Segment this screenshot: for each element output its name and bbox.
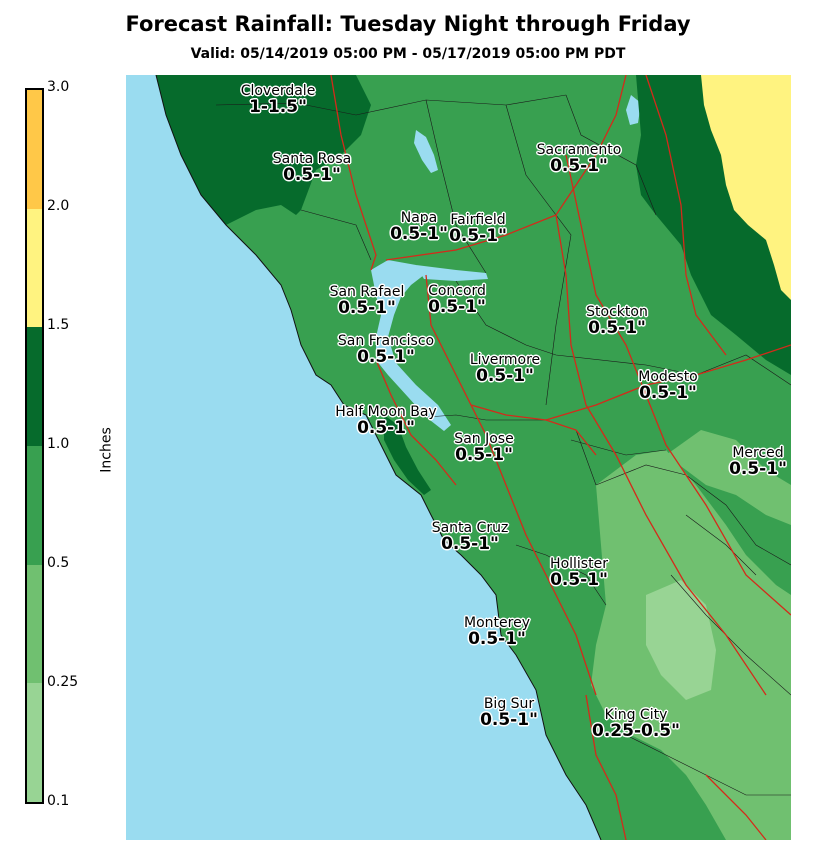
rain-zone-1-1.5-santa-cruz-mtns xyxy=(384,415,431,495)
city-label-san-jose: San Jose 0.5-1" xyxy=(454,431,513,464)
city-label-cloverdale: Cloverdale 1-1.5" xyxy=(241,83,316,116)
city-name: Napa xyxy=(400,210,438,226)
city-name: Livermore xyxy=(469,352,541,368)
city-rainfall-value: 0.5-1" xyxy=(283,165,341,185)
colorbar-tick: 2.0 xyxy=(47,198,70,214)
colorbar-tick: 3.0 xyxy=(47,79,70,95)
city-name: Merced xyxy=(732,445,784,461)
colorbar-segment-0.25-0.5 xyxy=(27,565,42,683)
city-rainfall-value: 0.5-1" xyxy=(428,297,486,317)
colorbar-segment-1.5-2 xyxy=(27,209,42,327)
rain-zone-0.1-0.25 xyxy=(646,580,716,700)
city-label-santa-rosa: Santa Rosa 0.5-1" xyxy=(273,151,351,184)
city-label-monterey: Monterey 0.5-1" xyxy=(464,615,530,648)
city-name: Concord xyxy=(428,283,486,299)
city-name: San Jose xyxy=(454,431,514,447)
suisun-bay xyxy=(416,265,488,281)
colorbar-tick: 1.0 xyxy=(47,436,70,452)
city-rainfall-value: 0.5-1" xyxy=(550,570,608,590)
city-name: Santa Cruz xyxy=(431,520,509,536)
highways xyxy=(330,75,791,840)
city-name: Monterey xyxy=(464,615,530,631)
city-name: Fairfield xyxy=(450,212,506,228)
city-rainfall-value: 1-1.5" xyxy=(249,97,307,117)
city-name: Hollister xyxy=(550,556,608,572)
city-rainfall-value: 0.5-1" xyxy=(441,534,499,554)
map-subtitle: Valid: 05/14/2019 05:00 PM - 05/17/2019 … xyxy=(190,46,626,62)
city-name: Half Moon Bay xyxy=(335,404,437,420)
city-label-santa-cruz: Santa Cruz 0.5-1" xyxy=(432,520,509,553)
lake-berryessa xyxy=(414,130,438,173)
city-rainfall-value: 0.5-1" xyxy=(729,459,787,479)
city-rainfall-value: 0.5-1" xyxy=(455,445,513,465)
city-rainfall-value: 0.5-1" xyxy=(550,156,608,176)
city-rainfall-value: 0.5-1" xyxy=(639,383,697,403)
rainfall-map xyxy=(126,75,791,840)
city-rainfall-value: 0.5-1" xyxy=(449,226,507,246)
colorbar-tick: 0.5 xyxy=(47,555,70,571)
city-label-modesto: Modesto 0.5-1" xyxy=(638,369,698,402)
city-label-sacramento: Sacramento 0.5-1" xyxy=(537,142,622,175)
city-label-livermore: Livermore 0.5-1" xyxy=(470,352,540,385)
city-name: Stockton xyxy=(586,304,648,320)
colorbar-tick: 0.25 xyxy=(47,674,79,690)
city-label-hollister: Hollister 0.5-1" xyxy=(550,556,608,589)
folsom-lake xyxy=(626,95,641,125)
city-rainfall-value: 0.25-0.5" xyxy=(592,721,680,741)
city-rainfall-value: 0.5-1" xyxy=(390,224,448,244)
colorbar-segment-0.5-1 xyxy=(27,446,42,565)
city-name: Big Sur xyxy=(483,696,535,712)
city-name: San Francisco xyxy=(337,333,435,349)
city-rainfall-value: 0.5-1" xyxy=(588,318,646,338)
city-label-half-moon-bay: Half Moon Bay 0.5-1" xyxy=(335,404,436,437)
city-label-king-city: King City 0.25-0.5" xyxy=(592,707,680,740)
colorbar-tick: 0.1 xyxy=(47,793,70,809)
city-name: King City xyxy=(604,707,668,723)
city-label-big-sur: Big Sur 0.5-1" xyxy=(480,696,538,729)
city-label-merced: Merced 0.5-1" xyxy=(729,445,787,478)
coastline xyxy=(155,75,602,840)
city-rainfall-value: 0.5-1" xyxy=(338,298,396,318)
san-francisco-bay xyxy=(371,260,451,431)
rain-zone-0.25-0.5-central xyxy=(666,430,791,525)
city-rainfall-value: 0.5-1" xyxy=(480,710,538,730)
city-label-napa: Napa 0.5-1" xyxy=(390,210,448,243)
city-name: Santa Rosa xyxy=(272,151,352,167)
rain-zone-1.5-2 xyxy=(701,75,791,300)
colorbar-label: Inches xyxy=(98,427,115,473)
rainfall-colorbar xyxy=(25,88,44,804)
city-name: Modesto xyxy=(638,369,698,385)
city-rainfall-value: 0.5-1" xyxy=(476,366,534,386)
map-canvas xyxy=(126,75,791,840)
colorbar-segment-0.1-0.25 xyxy=(27,683,42,802)
city-label-concord: Concord 0.5-1" xyxy=(428,283,486,316)
colorbar-tick: 1.5 xyxy=(47,317,70,333)
city-rainfall-value: 0.5-1" xyxy=(357,347,415,367)
map-title: Forecast Rainfall: Tuesday Night through… xyxy=(125,12,691,36)
city-rainfall-value: 0.5-1" xyxy=(357,418,415,438)
colorbar-segment-1-1.5 xyxy=(27,327,42,446)
city-label-fairfield: Fairfield 0.5-1" xyxy=(449,212,507,245)
city-name: Cloverdale xyxy=(240,83,316,99)
city-label-san-rafael: San Rafael 0.5-1" xyxy=(330,284,405,317)
city-name: Sacramento xyxy=(536,142,622,158)
city-name: San Rafael xyxy=(329,284,405,300)
city-rainfall-value: 0.5-1" xyxy=(468,629,526,649)
colorbar-segment-2-3 xyxy=(27,90,42,209)
city-label-stockton: Stockton 0.5-1" xyxy=(586,304,648,337)
rain-zone-1-1.5-north-coast xyxy=(156,75,371,225)
city-label-san-francisco: San Francisco 0.5-1" xyxy=(338,333,434,366)
